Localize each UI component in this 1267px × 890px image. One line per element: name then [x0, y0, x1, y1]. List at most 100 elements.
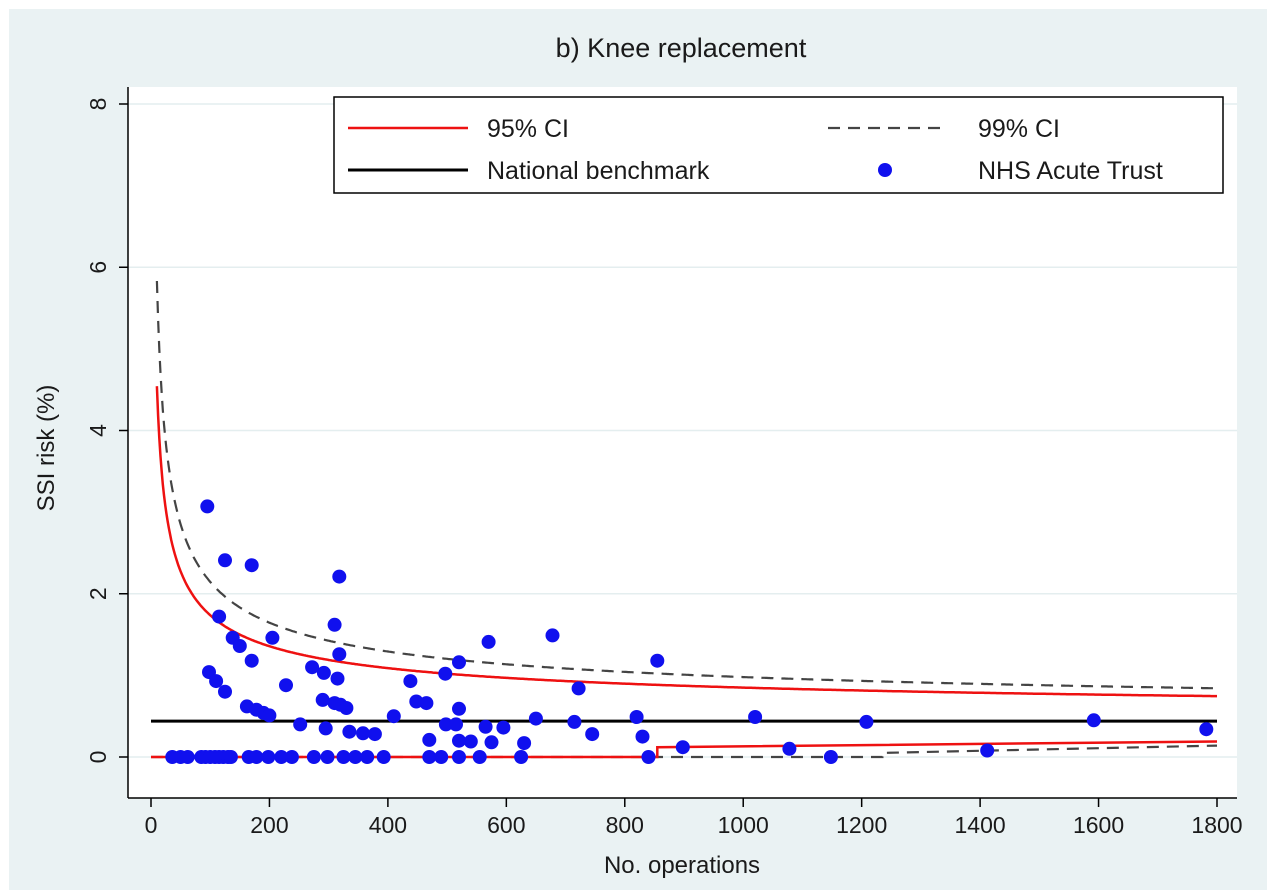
trust-point-30: [218, 553, 232, 568]
trust-point-42: [545, 628, 560, 643]
trust-point-50: [330, 671, 345, 686]
trust-point-10: [223, 750, 238, 764]
x-tick-label-9: 1800: [1191, 812, 1242, 838]
y-tick-label-3: 6: [85, 261, 111, 274]
trust-point-78: [629, 710, 644, 724]
x-tick-label-2: 400: [369, 812, 407, 838]
trust-point-18: [336, 750, 351, 764]
trust-point-48: [305, 660, 320, 675]
trust-point-2: [180, 750, 195, 764]
trust-point-88: [517, 736, 532, 751]
trust-point-55: [403, 674, 418, 689]
trust-point-57: [571, 681, 586, 696]
trust-point-71: [438, 717, 453, 732]
y-tick-label-1: 2: [85, 587, 111, 600]
trust-point-13: [261, 750, 276, 764]
plot-area: [128, 87, 1237, 798]
trust-point-54: [339, 701, 354, 715]
trust-point-85: [452, 733, 466, 748]
trust-point-24: [452, 750, 466, 764]
trust-point-40: [452, 655, 466, 670]
trust-point-89: [675, 740, 690, 755]
trust-point-21: [376, 750, 391, 764]
trust-point-56: [438, 666, 453, 681]
trust-point-83: [1199, 722, 1214, 737]
trust-point-90: [782, 741, 797, 756]
trust-point-82: [1086, 713, 1101, 728]
ci95-upper-line: [155, 386, 1217, 698]
trust-point-77: [585, 727, 600, 742]
trust-point-31: [244, 558, 259, 573]
x-tick-label-7: 1400: [955, 812, 1006, 838]
trust-point-64: [342, 724, 357, 739]
legend-label-ci95: 95% CI: [487, 115, 569, 143]
trust-point-73: [478, 719, 493, 734]
trust-point-34: [327, 617, 342, 632]
y-tick-label-2: 4: [85, 424, 111, 437]
trust-point-79: [635, 729, 650, 744]
trust-point-37: [232, 639, 247, 653]
ci99-upper-line: [155, 280, 1217, 690]
trust-point-62: [293, 717, 308, 732]
trust-point-69: [419, 696, 434, 711]
trust-point-63: [318, 721, 333, 736]
trust-point-43: [650, 653, 665, 668]
trust-point-22: [422, 750, 437, 764]
ci95-lower-line: [151, 740, 1218, 759]
trust-point-36: [265, 630, 280, 645]
y-tick-label-0: 0: [85, 751, 111, 764]
chart-title: b) Knee replacement: [556, 33, 807, 63]
trust-point-65: [356, 726, 370, 741]
trust-point-67: [386, 709, 401, 724]
trust-point-80: [748, 710, 763, 724]
trust-point-23: [434, 750, 449, 764]
trust-point-20: [360, 750, 375, 764]
trust-point-81: [859, 714, 874, 729]
trust-point-45: [209, 674, 224, 689]
trust-point-76: [567, 714, 582, 729]
trust-point-72: [449, 717, 463, 732]
axes: 0 200 400 600 800 1000 1200 1400 1600 1800 0 2 4 6 8: [85, 87, 1243, 838]
x-tick-label-6: 1200: [836, 812, 887, 838]
legend-label-ci99: 99% CI: [978, 115, 1060, 143]
x-tick-label-4: 800: [606, 812, 644, 838]
trust-point-27: [641, 750, 656, 764]
trust-point-46: [218, 684, 232, 699]
y-tick-label-4: 8: [85, 98, 111, 111]
y-axis-label: SSI risk (%): [33, 385, 60, 512]
trust-point-75: [528, 711, 543, 726]
x-axis-label: No. operations: [604, 852, 760, 879]
trust-point-84: [422, 732, 437, 747]
trust-point-25: [472, 750, 487, 764]
trust-point-14: [274, 750, 289, 764]
trust-point-28: [823, 750, 838, 764]
trust-point-49: [316, 665, 331, 680]
x-tick-label-3: 600: [487, 812, 525, 838]
trust-point-70: [452, 701, 466, 716]
trust-point-17: [320, 750, 335, 764]
trust-point-12: [249, 750, 264, 764]
trust-point-15: [284, 750, 299, 764]
chart-marks: [151, 280, 1218, 764]
x-tick-label-5: 1000: [718, 812, 769, 838]
trust-point-29: [200, 499, 215, 514]
trust-point-39: [244, 653, 259, 668]
legend: 95% CI 99% CI National benchmark NHS Acu…: [333, 96, 1224, 194]
x-tick-label-1: 200: [250, 812, 288, 838]
trust-point-91: [980, 743, 995, 758]
trust-point-33: [212, 609, 227, 624]
trust-point-32: [332, 569, 347, 584]
legend-label-benchmark: National benchmark: [487, 157, 710, 185]
x-tick-label-8: 1600: [1073, 812, 1124, 838]
trust-point-41: [481, 634, 496, 649]
trust-point-86: [463, 734, 478, 749]
trust-point-66: [367, 727, 382, 742]
trust-point-51: [315, 692, 330, 707]
trust-point-16: [306, 750, 321, 764]
legend-box: [333, 96, 1224, 194]
trust-point-19: [348, 750, 363, 764]
trust-point-47: [279, 678, 293, 693]
trust-point-87: [484, 735, 499, 750]
legend-swatch-points: [878, 163, 892, 177]
